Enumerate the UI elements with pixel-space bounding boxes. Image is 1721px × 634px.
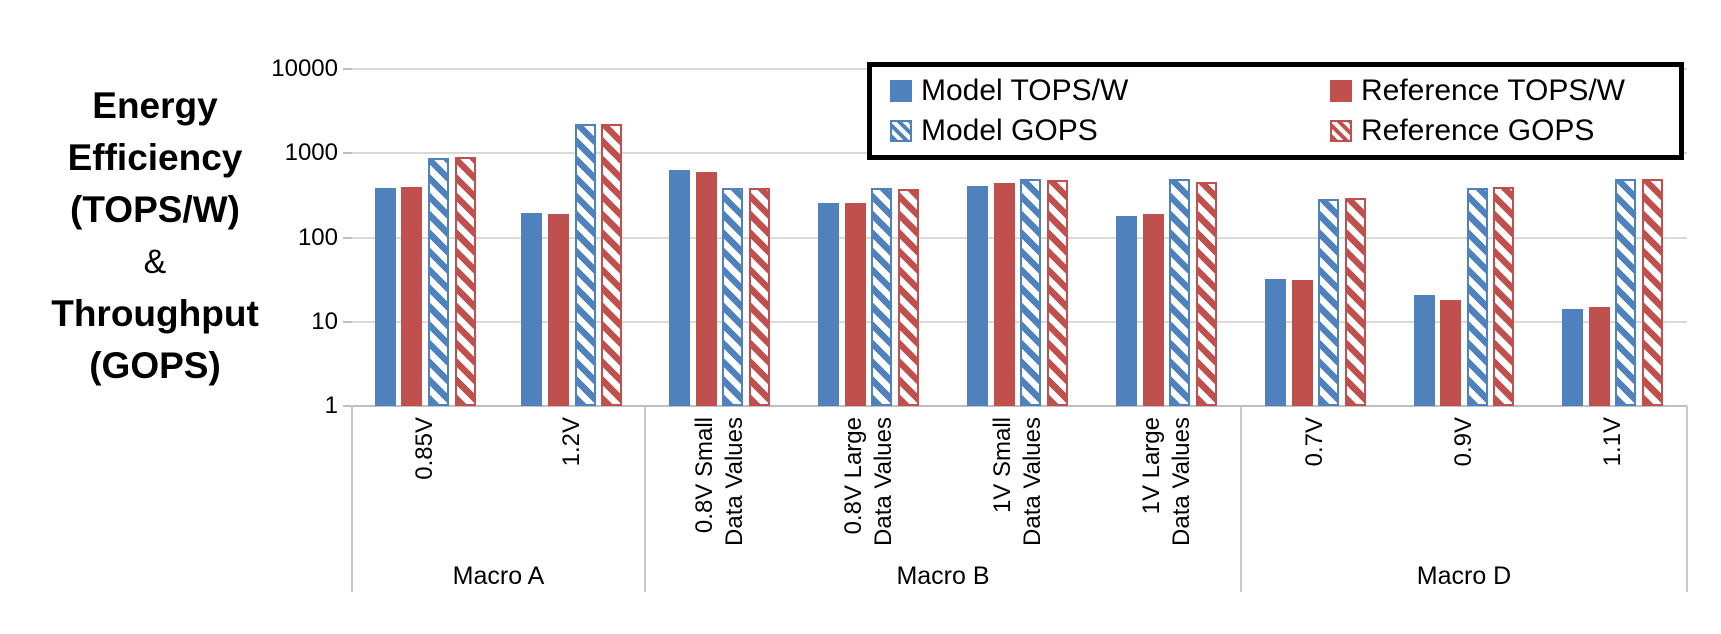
y-tick-mark [343, 405, 352, 407]
bar-reference-gops [1046, 180, 1068, 406]
group-label-macro-b: Macro B [896, 562, 990, 590]
bar-model-gops [871, 188, 893, 406]
x-tick-label-line: Data Values [1018, 417, 1046, 546]
bar-model-gops [428, 157, 450, 406]
group-divider [351, 406, 353, 592]
y-axis-title-line: Efficiency [67, 137, 243, 178]
y-tick-label: 1000 [284, 139, 338, 167]
gridline [352, 236, 1687, 239]
x-tick-label: 0.7V [1301, 417, 1329, 467]
chart-legend: Model TOPS/W Reference TOPS/W Model GOPS Re… [867, 62, 1684, 160]
y-axis-title-line: (GOPS) [89, 345, 221, 386]
bar-model-gops [574, 123, 596, 406]
bar-reference-gops [454, 157, 476, 406]
y-tick-mark [343, 152, 352, 155]
legend-swatch-model-tops-w [890, 80, 912, 102]
y-tick-label: 10 [311, 307, 338, 335]
y-tick-label: 100 [297, 223, 338, 251]
bar-model-tops-w [1116, 215, 1138, 406]
group-divider [1240, 406, 1242, 592]
x-tick-label-line: 0.8V Large [839, 417, 867, 535]
bar-model-gops [1318, 198, 1340, 406]
gridline [352, 320, 1687, 323]
bar-reference-tops-w [1440, 300, 1462, 406]
legend-swatch-reference-tops-w [1330, 80, 1352, 102]
x-tick-label-line: 1.2V [557, 417, 585, 467]
bar-model-tops-w [818, 202, 840, 406]
x-tick-label-line: 1V Large [1137, 417, 1165, 515]
legend-label: Model GOPS [921, 114, 1098, 147]
x-tick-label: 0.85V [411, 417, 439, 480]
bar-model-tops-w [1264, 279, 1286, 406]
bar-model-tops-w [374, 188, 396, 406]
group-divider [1686, 406, 1688, 592]
x-tick-label-line: Data Values [869, 417, 897, 546]
bar-model-tops-w [967, 185, 989, 406]
bar-reference-tops-w [547, 214, 569, 406]
x-tick-label: 0.8V Large Data Values [839, 417, 897, 546]
legend-entry-model-gops: Model GOPS [890, 116, 1330, 146]
bar-reference-tops-w [401, 186, 423, 406]
legend-entry-reference-tops-w: Reference TOPS/W [1330, 76, 1679, 106]
bar-reference-gops [748, 188, 770, 406]
group-label-macro-a: Macro A [452, 562, 545, 590]
x-tick-label-line: 0.85V [411, 417, 439, 480]
group-label-macro-d: Macro D [1416, 562, 1512, 590]
x-tick-label-line: 0.9V [1450, 417, 1477, 467]
x-tick-label-line: 1.1V [1598, 417, 1626, 467]
group-divider [644, 406, 646, 592]
bar-reference-tops-w [993, 183, 1015, 406]
x-tick-label: 1V Small Data Values [988, 417, 1046, 546]
legend-swatch-reference-gops [1330, 120, 1352, 142]
bar-reference-gops [1642, 178, 1664, 406]
x-tick-label-line: Data Values [720, 417, 748, 546]
x-tick-label: 0.9V [1450, 417, 1477, 467]
bar-model-gops [722, 187, 744, 406]
bar-reference-gops [897, 188, 919, 406]
y-axis-title-line: (TOPS/W) [70, 189, 240, 230]
x-tick-label: 0.8V Small Data Values [690, 417, 748, 546]
x-axis-line [352, 405, 1687, 407]
bar-model-tops-w [521, 213, 543, 406]
y-tick-mark [343, 68, 352, 70]
y-axis-title: Energy Efficiency (TOPS/W) & Throughput … [10, 80, 300, 392]
y-axis-title-line: & [143, 243, 167, 281]
bar-reference-gops [601, 124, 623, 406]
legend-label: Model TOPS/W [921, 74, 1129, 107]
legend-label: Reference GOPS [1361, 114, 1595, 147]
bar-model-gops [1466, 187, 1488, 406]
x-tick-label: 1V Large Data Values [1137, 417, 1195, 546]
legend-entry-reference-gops: Reference GOPS [1330, 116, 1679, 146]
y-tick-label: 1 [324, 392, 338, 419]
x-tick-label-line: 1V Small [988, 417, 1016, 514]
y-tick-mark [343, 320, 352, 323]
y-tick-label: 10000 [271, 55, 338, 82]
y-axis-title-line: Energy [92, 85, 218, 126]
x-tick-label-line: 0.7V [1301, 417, 1329, 467]
y-tick-mark [343, 236, 352, 239]
x-tick-label-line: Data Values [1167, 417, 1195, 546]
x-tick-label-line: 0.8V Small [690, 417, 718, 534]
legend-entry-model-tops-w: Model TOPS/W [890, 76, 1330, 106]
bar-model-tops-w [1562, 309, 1584, 406]
bar-reference-tops-w [1142, 214, 1164, 406]
bar-reference-gops [1195, 181, 1217, 406]
bar-reference-tops-w [844, 202, 866, 406]
bar-reference-tops-w [1291, 280, 1313, 406]
legend-label: Reference TOPS/W [1361, 74, 1625, 107]
bar-reference-gops [1344, 197, 1366, 406]
bar-model-gops [1615, 179, 1637, 406]
legend-swatch-model-gops [890, 120, 912, 142]
y-axis-title-line: Throughput [51, 293, 259, 334]
bar-model-tops-w [1413, 294, 1435, 406]
bar-reference-tops-w [695, 171, 717, 406]
bar-model-tops-w [669, 169, 691, 406]
x-tick-label: 1.1V [1598, 417, 1626, 467]
bar-reference-gops [1493, 186, 1515, 406]
bar-model-gops [1020, 178, 1042, 406]
x-tick-label: 1.2V [557, 417, 585, 467]
bar-model-gops [1169, 179, 1191, 406]
bar-reference-tops-w [1588, 306, 1610, 406]
